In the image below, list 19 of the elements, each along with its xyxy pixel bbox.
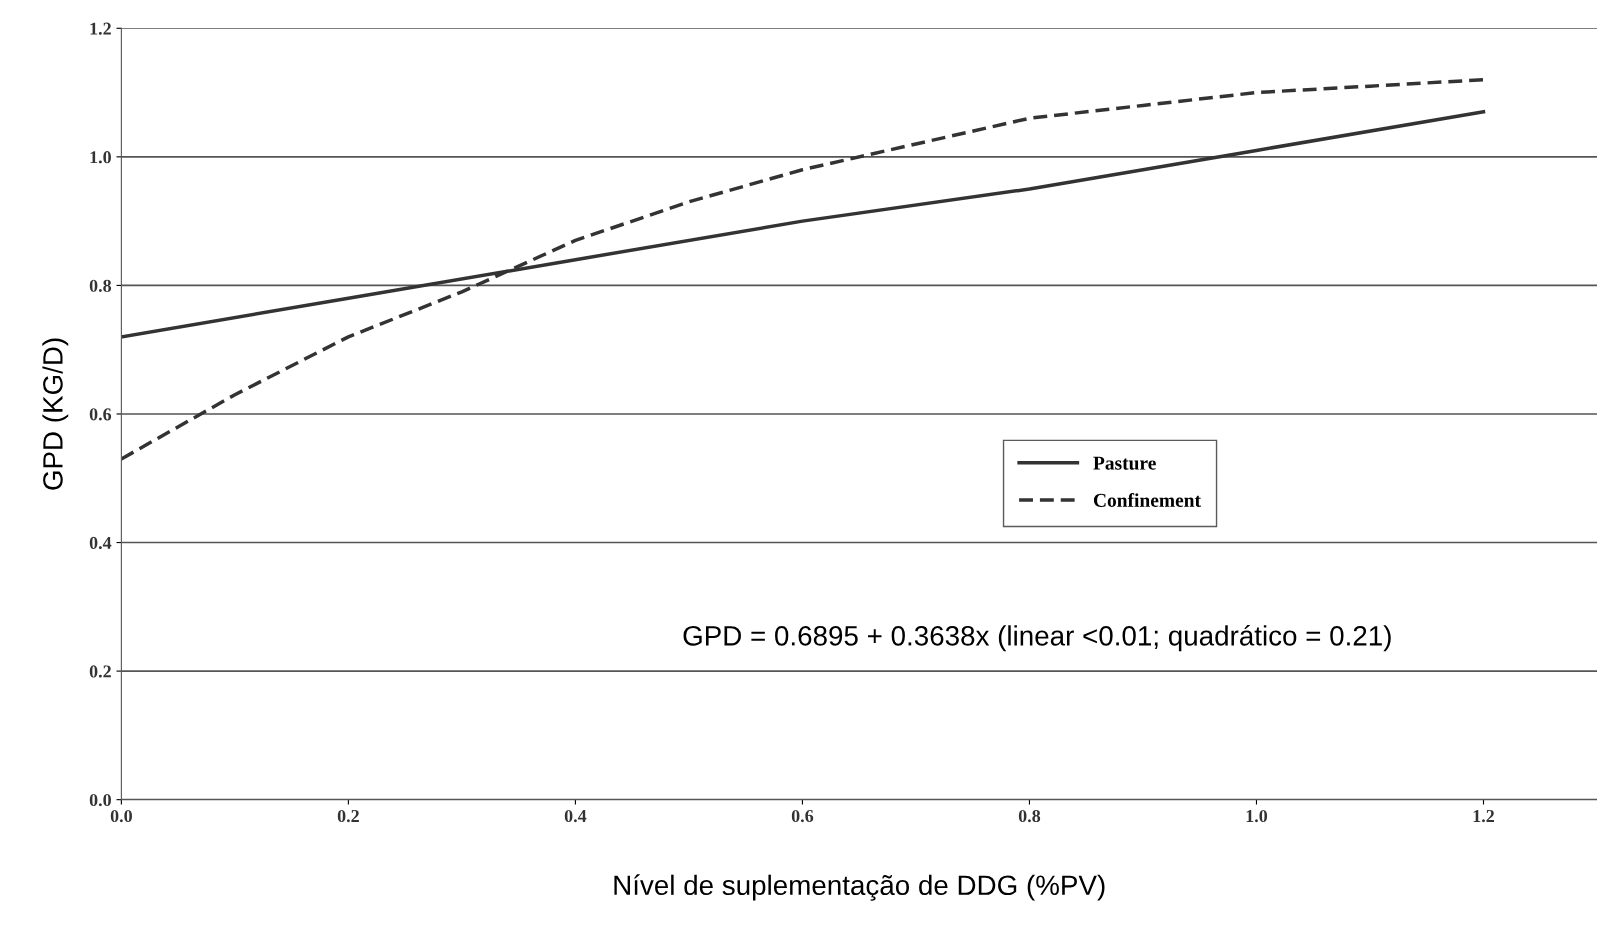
x-tick-label: 0.6 (791, 809, 814, 823)
y-tick-label: 0.2 (89, 665, 111, 678)
y-tick-label: 0.0 (89, 793, 111, 807)
x-tick-label: 1.2 (1473, 809, 1494, 823)
x-tick-label: 0.2 (337, 809, 359, 823)
annotation: GPD = 0.6895 + 0.3638x (linear <0.01; quadrático = 0.21) (683, 624, 1391, 652)
x-axis-title: Nível de suplementação de DDG (%PV) (614, 874, 1105, 901)
x-tick-label: 1.0 (1246, 809, 1268, 823)
y-tick-label: 1.0 (90, 151, 111, 164)
legend-label: Pasture (1093, 456, 1156, 470)
x-tick-label: 0.8 (1018, 809, 1041, 823)
x-tick-label: 0.4 (564, 809, 587, 823)
x-tick-label: 0.0 (110, 809, 132, 823)
y-axis-title: GPD (KG/D) (42, 338, 69, 490)
legend-label: Confinement (1093, 493, 1201, 507)
y-tick-label: 1.2 (90, 22, 111, 35)
y-tick-label: 0.8 (89, 279, 112, 292)
y-tick-label: 0.6 (89, 408, 112, 421)
y-tick-label: 0.4 (89, 536, 112, 550)
